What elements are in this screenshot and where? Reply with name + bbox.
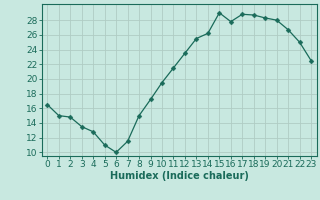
- X-axis label: Humidex (Indice chaleur): Humidex (Indice chaleur): [110, 171, 249, 181]
